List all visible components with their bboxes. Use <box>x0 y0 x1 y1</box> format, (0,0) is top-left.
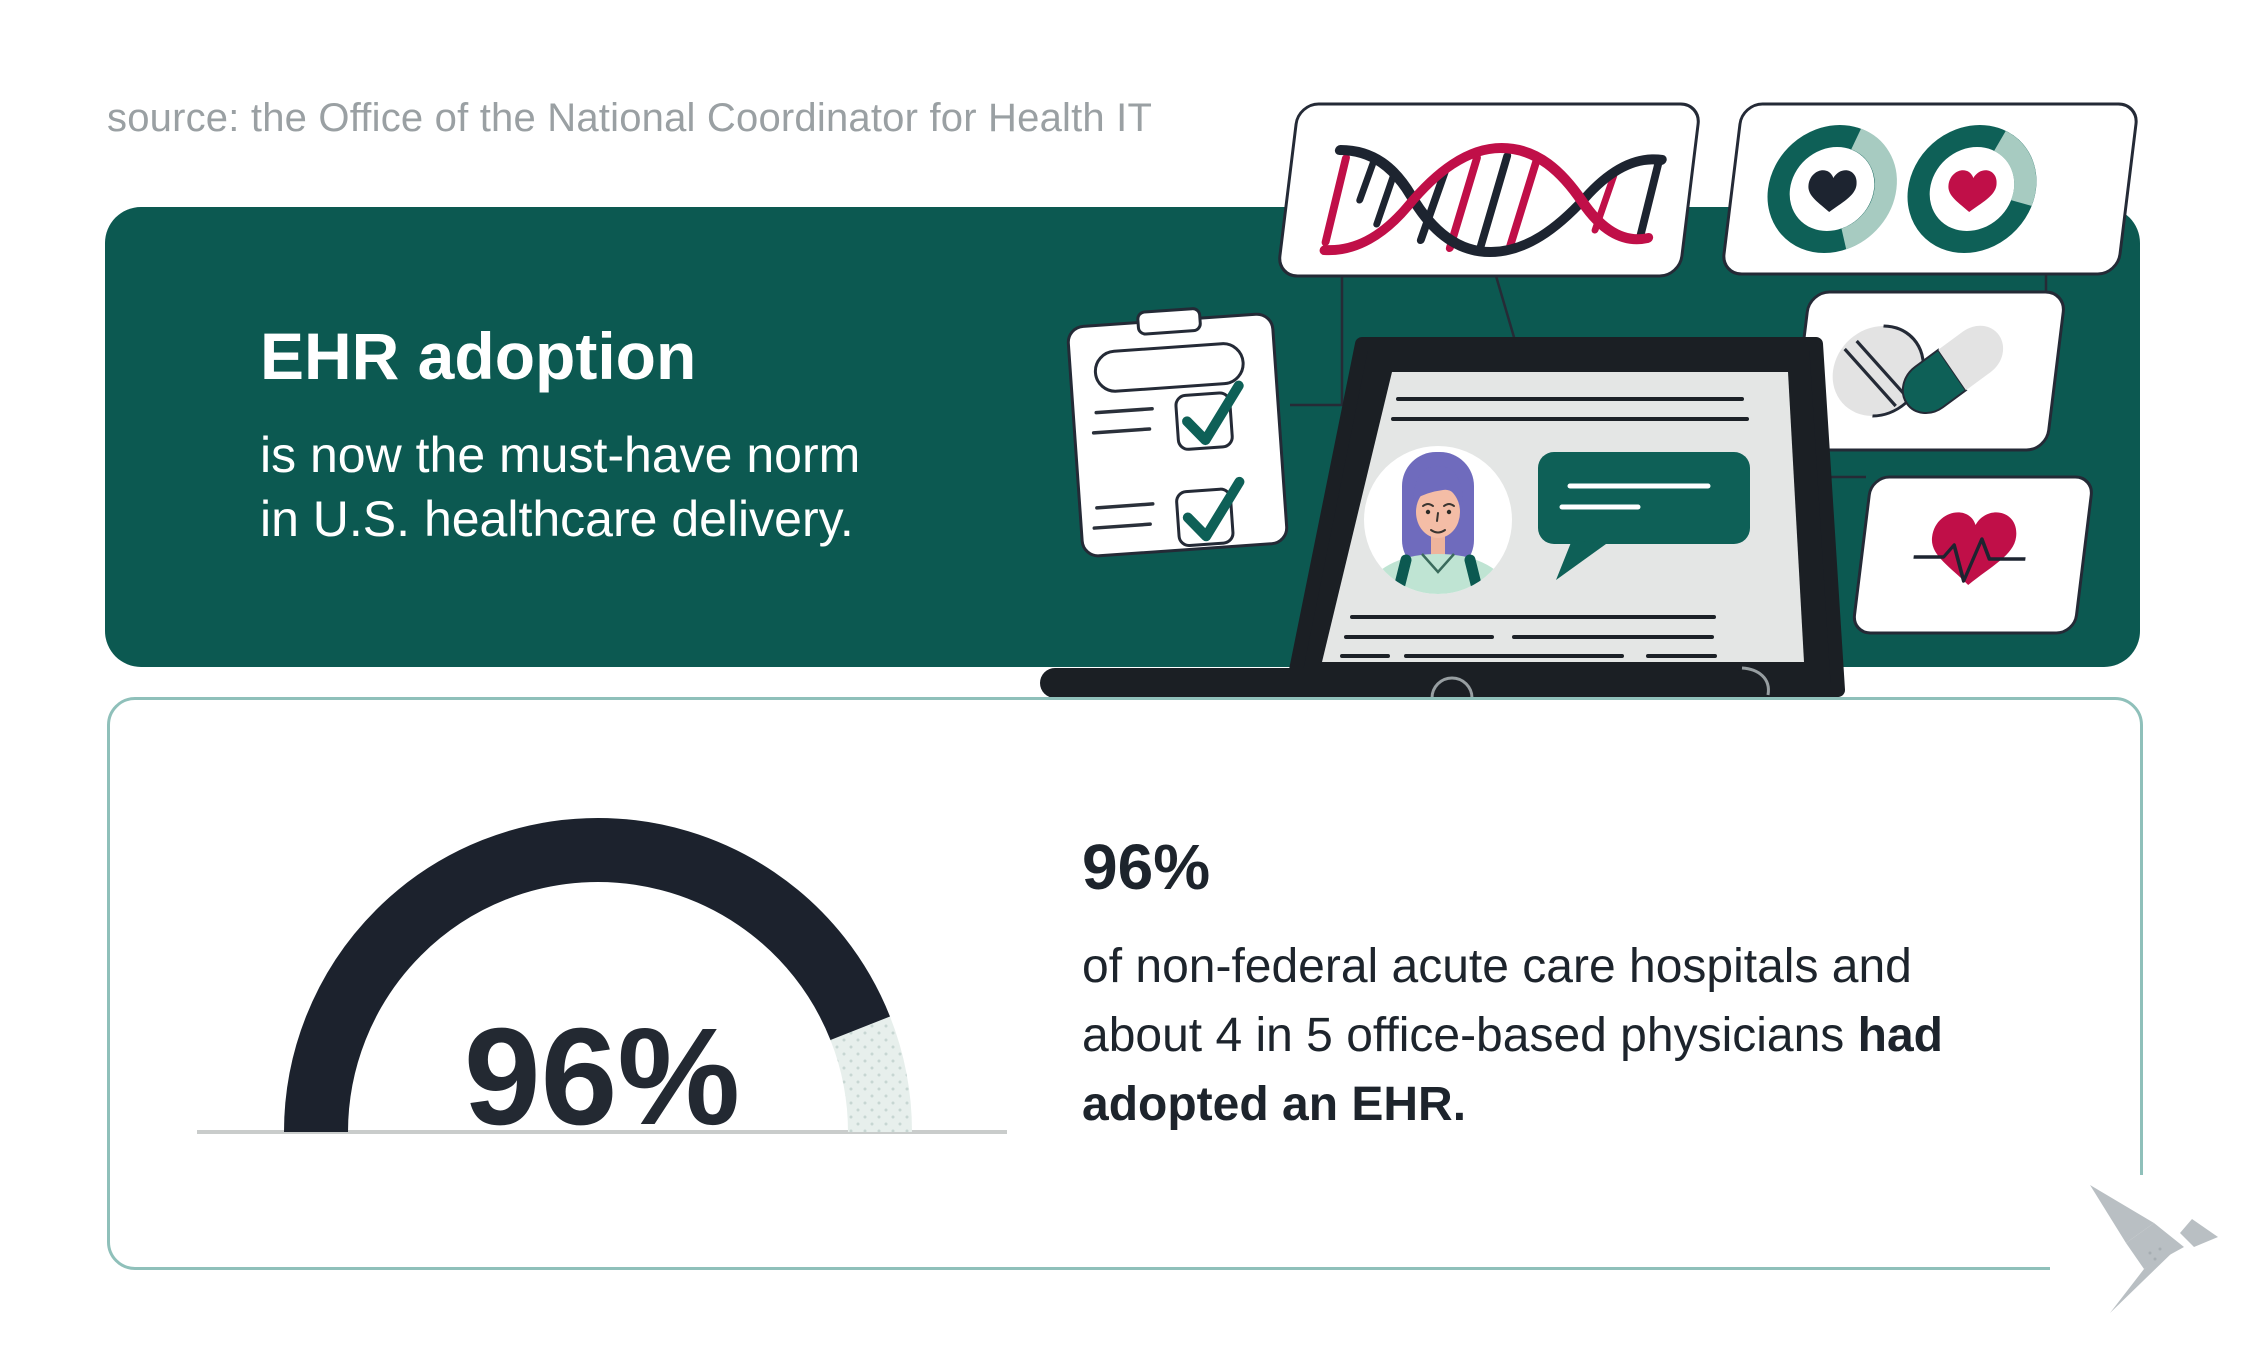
donut-charts-icon <box>1722 102 2138 276</box>
stat-body-bold: had adopted an EHR. <box>1082 1009 1943 1132</box>
adoption-gauge: 96% <box>197 818 1007 1150</box>
pills-icon <box>1791 290 2065 452</box>
heartbeat-icon <box>1852 475 2093 635</box>
stat-heading: 96% <box>1082 831 1211 903</box>
dna-icon <box>1278 102 1700 278</box>
headline-banner-text: EHR adoption is now the must-have norm i… <box>105 207 2140 551</box>
gauge-fill <box>284 818 912 1133</box>
stat-body-regular: of non-federal acute care hospitals and … <box>1082 940 1912 1063</box>
laptop-icon <box>1040 337 1845 699</box>
clipboard-checklist-icon <box>1066 307 1289 558</box>
source-attribution: source: the Office of the National Coord… <box>107 96 1153 140</box>
heart-red-icon <box>1948 170 1997 212</box>
medical-illustration <box>1040 102 2138 699</box>
banner-title: EHR adoption <box>260 319 697 393</box>
banner-subtitle-line2: in U.S. healthcare delivery. <box>260 490 854 547</box>
speech-bubble-icon <box>1538 452 1750 580</box>
connector-lines <box>1290 274 2048 479</box>
banner-subtitle: is now the must-have norm in U.S. health… <box>260 423 2140 551</box>
avatar <box>1364 446 1512 594</box>
heart-dark-icon <box>1808 170 1857 212</box>
stat-body: of non-federal acute care hospitals and … <box>1082 932 2042 1139</box>
stat-card <box>107 697 2143 1270</box>
banner-subtitle-line1: is now the must-have norm <box>260 426 861 483</box>
stat-text-block: 96% of non-federal acute care hospitals … <box>1082 832 2042 1139</box>
gauge-value-label: 96% <box>464 1000 740 1150</box>
origami-bird-logo <box>2050 1175 2230 1325</box>
